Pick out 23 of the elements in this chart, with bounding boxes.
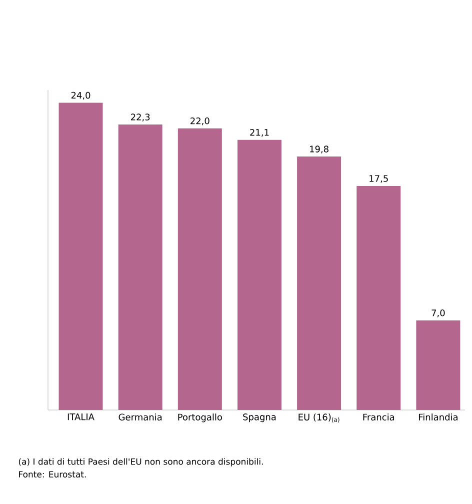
bar [297, 156, 342, 410]
data-label: 22,3 [130, 114, 150, 122]
data-label: 22,0 [190, 117, 210, 126]
x-tick-label: Francia [363, 414, 394, 420]
x-tick-label: Germania [118, 414, 162, 420]
text: (a) I dati di tutti Paesi dell'EU non sono ancora disponibili. [18, 458, 263, 466]
x-tick-label: EU (16)$_{(a)}$ [298, 414, 340, 423]
data-label: 21,1 [250, 128, 269, 137]
data-label: 24,0 [71, 92, 90, 100]
x-tick-label: Portogallo [178, 414, 222, 422]
data-label: 7,0 [432, 309, 445, 318]
bar [178, 128, 222, 410]
source-note: Fonte: Eurostat. [19, 471, 86, 478]
bar [58, 102, 103, 410]
bar [356, 186, 401, 410]
bar [416, 320, 460, 410]
data-label: 17,5 [370, 175, 388, 183]
bar [118, 124, 162, 410]
x-tick-label: ITALIA [68, 414, 94, 420]
x-tick-label: Spagna [243, 414, 276, 422]
x-tick-label: Finlandia [418, 414, 458, 420]
bar [237, 140, 282, 410]
data-label: 19,8 [310, 146, 328, 154]
